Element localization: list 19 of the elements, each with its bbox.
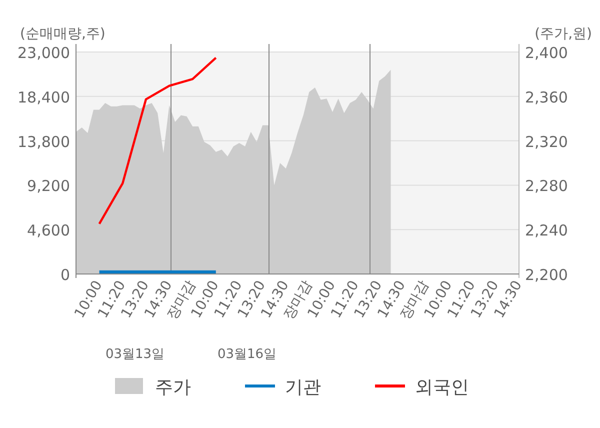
text: 03월16일 bbox=[217, 347, 277, 362]
y2-tick-label: 2,360 bbox=[525, 88, 568, 106]
y-tick-label: 9,200 bbox=[27, 177, 70, 196]
y-tick-label: 4,600 bbox=[27, 222, 70, 240]
legend-label: 외국인 bbox=[415, 377, 469, 398]
y-tick-label: 23,000 bbox=[18, 44, 70, 62]
y2-tick-label: 2,240 bbox=[525, 222, 568, 240]
y2-tick-label: 2,400 bbox=[525, 44, 568, 62]
y2-axis-title: (주가,원) bbox=[534, 26, 592, 42]
y-tick-label: 13,800 bbox=[18, 132, 70, 151]
y2-tick-label: 2,320 bbox=[525, 132, 568, 151]
legend-label: 기관 bbox=[285, 377, 321, 398]
y2-tick-label: 2,200 bbox=[525, 266, 568, 284]
text: 03월13일 bbox=[105, 347, 165, 362]
y-tick-label: 18,400 bbox=[18, 88, 70, 106]
legend-label: 주가 bbox=[155, 377, 191, 398]
y-tick-label: 0 bbox=[60, 266, 70, 284]
y-axis-title: (순매매량,주) bbox=[20, 26, 106, 42]
y2-tick-label: 2,280 bbox=[525, 177, 568, 196]
